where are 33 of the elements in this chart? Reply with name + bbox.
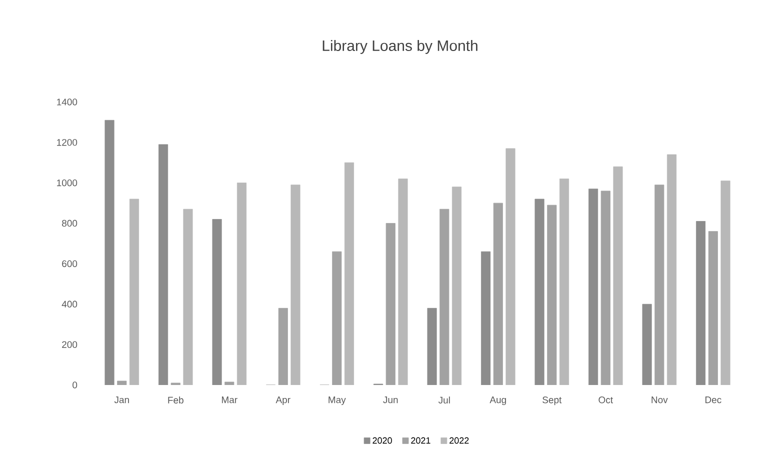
- legend-label: 2020: [372, 437, 392, 444]
- x-tick-label: Oct: [598, 396, 613, 404]
- bar: [104, 120, 114, 385]
- y-tick-label: 1200: [57, 139, 78, 146]
- x-tick-label: Sept: [542, 396, 562, 406]
- x-tick-label: May: [328, 396, 346, 406]
- legend-label: 2022: [450, 437, 469, 444]
- y-tick-label: 0: [72, 382, 78, 388]
- y-tick-label: 1400: [57, 98, 78, 106]
- y-tick-label: 400: [62, 300, 78, 308]
- x-tick-label: Mar: [222, 396, 238, 404]
- bar: [481, 251, 491, 385]
- x-tick-label: Jan: [114, 396, 129, 404]
- x-tick-label: Aug: [490, 396, 506, 406]
- y-tick-label: 200: [62, 341, 78, 348]
- y-tick-label: 800: [62, 220, 78, 227]
- legend-label: 2021: [411, 437, 430, 444]
- bar: [588, 188, 598, 385]
- x-tick-label: Jun: [383, 396, 398, 404]
- chart-title: Library Loans by Month: [322, 40, 478, 54]
- x-tick-label: Jul: [438, 396, 450, 404]
- x-tick-label: Nov: [652, 396, 668, 404]
- y-tick-label: 1000: [57, 179, 78, 186]
- bar: [427, 308, 437, 385]
- bar: [642, 304, 652, 385]
- y-tick-label: 600: [62, 260, 78, 268]
- bar: [534, 198, 544, 385]
- x-tick-label: Dec: [705, 396, 722, 404]
- x-tick-label: Feb: [168, 396, 184, 404]
- bar: [212, 219, 222, 385]
- x-tick-label: Apr: [276, 396, 290, 406]
- bar: [158, 144, 168, 385]
- bar: [696, 221, 706, 385]
